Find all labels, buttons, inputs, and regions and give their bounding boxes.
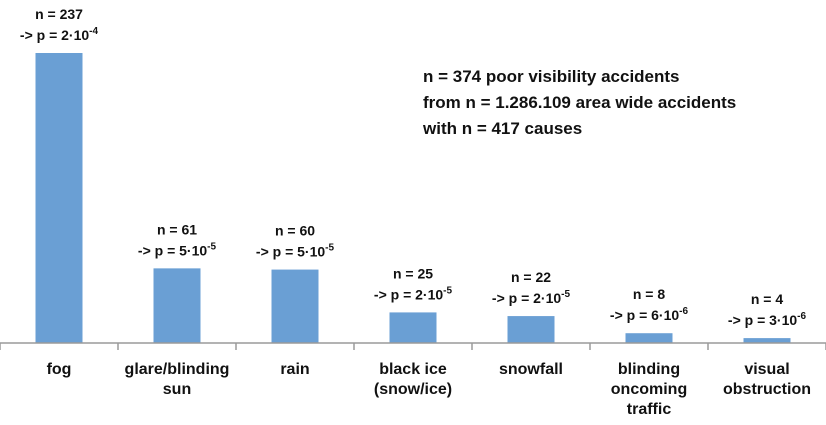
bar (389, 312, 437, 343)
category-label: traffic (627, 401, 672, 418)
data-labels: n = 237 -> p = 2·10-4 n = 61 -> p = 5·10-5 n… (20, 6, 807, 328)
category-label: obstruction (723, 381, 811, 398)
category-label: visual (744, 361, 789, 378)
bar (271, 269, 319, 343)
data-label-n: n = 25 (393, 265, 433, 281)
category-labels: fog glare/blinding sun rain black ice (snow/i… (47, 361, 811, 418)
category-label: snowfall (499, 361, 563, 378)
data-label-n: n = 60 (275, 223, 315, 239)
data-label-n: n = 8 (633, 286, 666, 302)
bars-group (35, 53, 791, 343)
category-label: (snow/ice) (374, 381, 452, 398)
data-label-n: n = 61 (157, 221, 197, 237)
bar (35, 53, 83, 343)
data-label-p: -> p = 6·10-6 (610, 306, 689, 323)
data-label-p: -> p = 3·10-6 (728, 311, 807, 328)
category-label: sun (163, 381, 191, 398)
category-label: oncoming (611, 381, 687, 398)
data-label-n: n = 22 (511, 269, 551, 285)
category-label: glare/blinding (125, 361, 230, 378)
bar (507, 316, 555, 343)
data-label-p: -> p = 2·10-4 (20, 26, 99, 43)
bar (153, 268, 201, 343)
x-axis-ticks (0, 343, 826, 350)
bar (625, 333, 673, 343)
category-label: fog (47, 361, 72, 378)
category-label: rain (280, 361, 309, 378)
category-label: blinding (618, 361, 680, 378)
data-label-n: n = 237 (35, 6, 83, 22)
data-label-p: -> p = 5·10-5 (138, 241, 217, 258)
data-label-n: n = 4 (751, 291, 784, 307)
bar (743, 338, 791, 343)
data-label-p: -> p = 2·10-5 (492, 289, 571, 306)
chart-annotation: n = 374 poor visibility accidents from n … (422, 67, 736, 138)
data-label-p: -> p = 2·10-5 (374, 285, 453, 302)
data-label-p: -> p = 5·10-5 (256, 243, 335, 260)
category-label: black ice (379, 361, 447, 378)
